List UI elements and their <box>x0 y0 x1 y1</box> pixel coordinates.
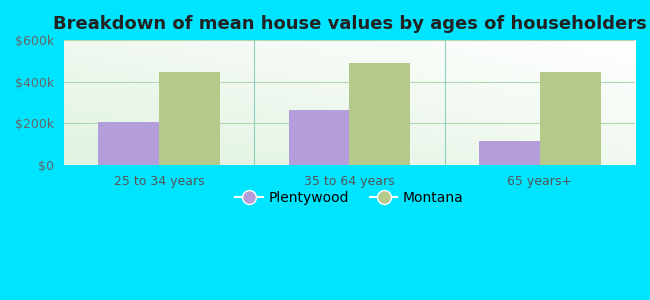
Bar <box>479 141 540 165</box>
Bar <box>289 110 350 165</box>
Bar <box>159 72 220 165</box>
Bar <box>540 72 601 165</box>
Bar <box>350 63 410 165</box>
Bar <box>98 122 159 165</box>
Legend: Plentywood, Montana: Plentywood, Montana <box>229 185 469 210</box>
Title: Breakdown of mean house values by ages of householders: Breakdown of mean house values by ages o… <box>53 15 646 33</box>
